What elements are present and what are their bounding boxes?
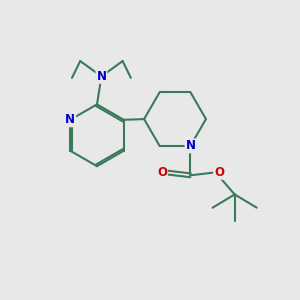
Text: O: O [214, 166, 224, 179]
Text: O: O [157, 166, 167, 179]
Text: N: N [65, 113, 75, 126]
Text: N: N [96, 70, 106, 83]
Text: N: N [185, 140, 196, 152]
